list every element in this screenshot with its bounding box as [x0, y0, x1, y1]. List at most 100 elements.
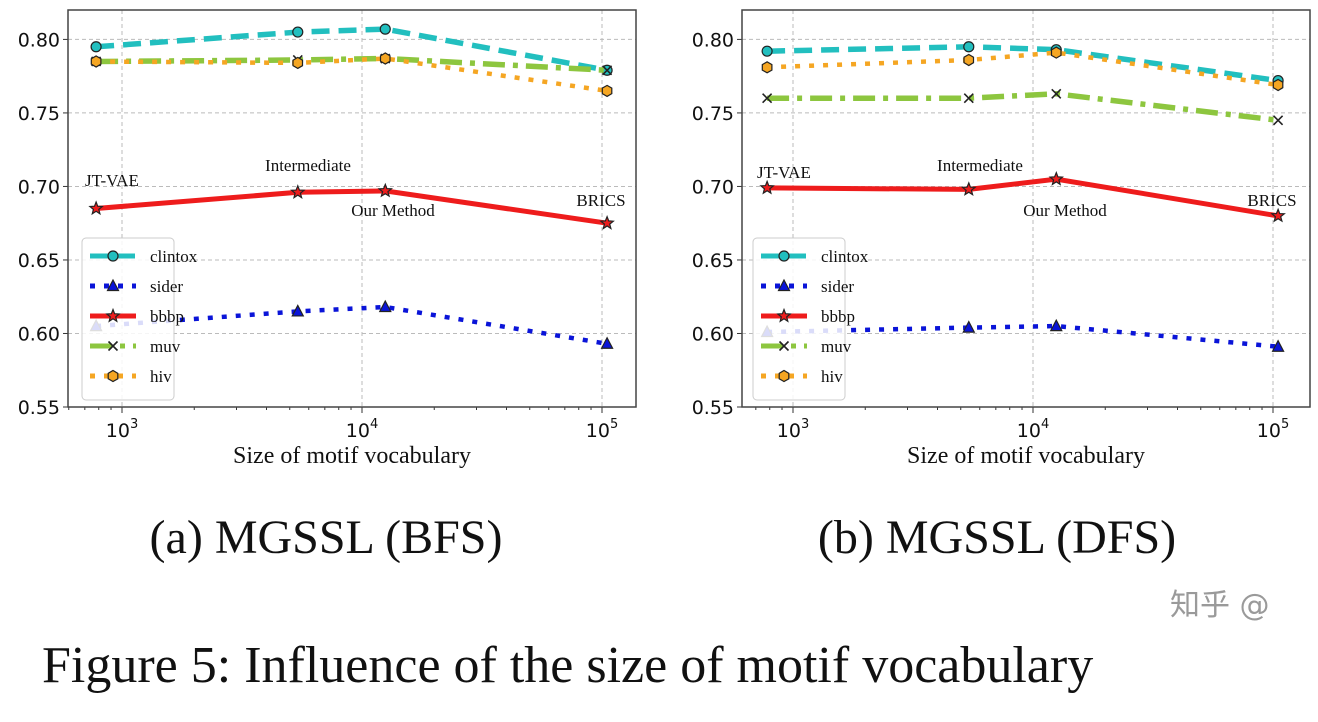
x-tick-label: 105	[1257, 417, 1289, 442]
x-tick-label: 103	[106, 417, 138, 442]
legend-marker-hiv	[107, 369, 119, 383]
series-hiv	[90, 52, 613, 98]
data-point-muv	[1051, 88, 1062, 99]
chart-dfs: 0.55 0.60 0.65 0.70 0.75 0.80 103 104 105 JT-VAE I…	[692, 9, 1311, 469]
x-axis-label: Size of motif vocabulary	[907, 443, 1145, 469]
y-tick-label: 0.75	[692, 103, 734, 125]
x-axis-label: Size of motif vocabulary	[233, 443, 471, 469]
series-bbbp	[88, 182, 615, 230]
annotation-label: BRICS	[576, 191, 625, 210]
subcaption-b: (b) MGSSL (DFS)	[817, 511, 1177, 564]
x-tick-label: 104	[346, 417, 378, 442]
data-point-hiv	[601, 84, 613, 98]
data-point-sider	[378, 299, 392, 313]
series-line-bbbp	[95, 188, 608, 226]
y-tick-label: 0.70	[18, 176, 60, 198]
legend-label-hiv: hiv	[821, 367, 843, 386]
annotation-label: JT-VAE	[757, 163, 811, 182]
series-bbbp	[759, 170, 1286, 223]
y-tick-label: 0.65	[18, 250, 60, 272]
data-point-bbbp	[759, 179, 775, 195]
y-tick-label: 0.60	[18, 323, 60, 345]
annotation-label: Our Method	[1023, 201, 1107, 220]
legend-box	[81, 237, 175, 401]
series-line-hiv	[96, 56, 608, 94]
legend-label-sider: sider	[150, 277, 183, 296]
data-point-hiv	[379, 52, 391, 65]
y-tick-label: 0.80	[692, 29, 734, 51]
series-hiv	[761, 46, 1284, 92]
annotation-label: JT-VAE	[85, 171, 139, 190]
legend-label-bbbp: bbbp	[821, 307, 855, 326]
legend-marker-clintox	[778, 250, 790, 262]
axes-frame	[67, 9, 637, 408]
data-point-sider	[962, 320, 976, 333]
series-line-hiv	[767, 50, 1279, 88]
y-tick-label: 0.75	[18, 103, 60, 125]
data-point-muv	[1273, 115, 1284, 126]
axes-frame	[741, 9, 1311, 408]
chart-bfs: 0.55 0.60 0.65 0.70 0.75 0.80 103 104 105 JT-VAE I…	[18, 9, 637, 469]
y-tick-label: 0.60	[692, 323, 734, 345]
legend-label-muv: muv	[821, 337, 852, 356]
legend: clintox sider bbbp muv hiv	[81, 237, 198, 401]
annotation-label: Intermediate	[937, 156, 1023, 175]
legend-label-clintox: clintox	[821, 247, 869, 266]
legend-marker-sider	[777, 278, 791, 292]
annotation-label: BRICS	[1247, 191, 1296, 210]
data-point-hiv	[1050, 46, 1062, 59]
x-tick-label: 105	[586, 417, 618, 442]
series-line-sider	[95, 304, 608, 347]
legend-marker-muv	[107, 340, 119, 352]
legend: clintox sider bbbp muv hiv	[752, 237, 869, 401]
annotation-label: Our Method	[351, 201, 435, 220]
series-line-bbbp	[767, 176, 1279, 219]
y-tick-label: 0.55	[692, 397, 734, 419]
figure-caption: Figure 5: Influence of the size of motif…	[42, 637, 1094, 694]
data-point-sider	[1049, 318, 1063, 332]
subcaption-a: (a) MGSSL (BFS)	[149, 511, 503, 564]
y-tick-label: 0.70	[692, 176, 734, 198]
legend-marker-sider	[106, 278, 120, 292]
x-tick-label: 103	[777, 417, 809, 442]
data-point-hiv	[1272, 78, 1284, 92]
series-line-sider	[767, 323, 1279, 349]
legend-marker-bbbp	[105, 307, 121, 323]
y-tick-label: 0.55	[18, 397, 60, 419]
data-point-bbbp	[290, 184, 306, 199]
data-point-bbbp	[599, 215, 615, 230]
data-point-sider	[1271, 339, 1285, 352]
data-point-clintox	[963, 41, 975, 53]
data-point-sider	[600, 336, 614, 349]
data-point-clintox	[379, 23, 391, 35]
annotation-label: Intermediate	[265, 156, 351, 175]
y-tick-label: 0.80	[18, 29, 60, 51]
legend-box	[752, 237, 846, 401]
watermark: 知乎 @	[1170, 588, 1270, 623]
legend-marker-bbbp	[776, 307, 792, 323]
data-point-hiv	[963, 53, 975, 67]
legend-label-muv: muv	[150, 337, 181, 356]
data-point-hiv	[90, 55, 102, 68]
series-line-clintox	[767, 44, 1279, 84]
data-point-bbbp	[1270, 207, 1286, 223]
legend-label-sider: sider	[821, 277, 854, 296]
data-point-muv	[762, 93, 773, 104]
legend-label-bbbp: bbbp	[150, 307, 184, 326]
series-line-muv	[767, 91, 1279, 124]
data-point-bbbp	[1048, 170, 1064, 186]
legend-marker-hiv	[778, 369, 790, 383]
data-point-muv	[602, 65, 613, 76]
legend-label-clintox: clintox	[150, 247, 198, 266]
data-point-bbbp	[961, 181, 977, 196]
data-point-clintox	[292, 26, 304, 38]
y-tick-label: 0.65	[692, 250, 734, 272]
legend-marker-muv	[778, 340, 790, 352]
data-point-hiv	[761, 61, 773, 74]
series-line-clintox	[95, 26, 608, 74]
data-point-bbbp	[88, 200, 104, 216]
series-muv	[762, 88, 1284, 126]
data-point-muv	[963, 93, 974, 104]
x-tick-label: 104	[1017, 417, 1049, 442]
